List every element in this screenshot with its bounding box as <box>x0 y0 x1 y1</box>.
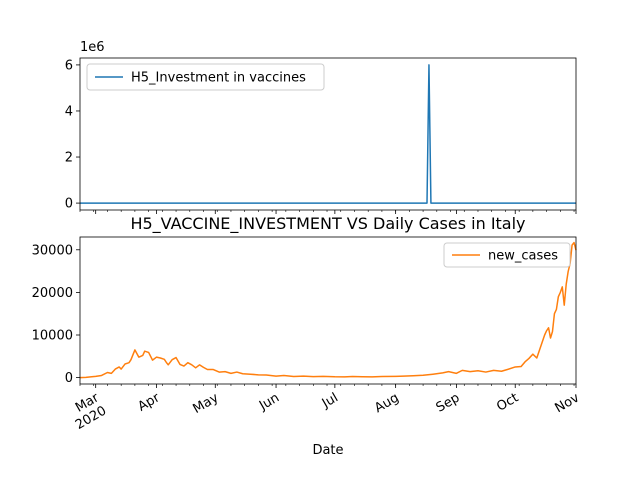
top-series-line-0 <box>80 64 576 204</box>
bottom-x-tick-label: Jul <box>319 390 341 411</box>
bottom-y-tick-label: 0 <box>65 371 73 386</box>
top-subplot-plot-area <box>80 64 576 204</box>
top-y-tick-label: 0 <box>65 197 73 212</box>
bottom-subplot-legend-box <box>443 242 571 268</box>
bottom-y-tick-label: 30000 <box>32 243 73 258</box>
chart-title: H5_VACCINE_INVESTMENT VS Daily Cases in … <box>130 214 525 234</box>
bottom-subplot-plot-area <box>79 241 577 379</box>
bottom-y-tick-label: 10000 <box>32 329 73 344</box>
top-subplot: 0 2 4 6 1e6 H5_Investment in vaccines <box>65 40 577 214</box>
bottom-y-tick-label: 20000 <box>32 286 73 301</box>
top-subplot-y-ticks: 0 2 4 6 <box>65 58 80 212</box>
top-y-tick-label: 2 <box>65 151 73 166</box>
top-y-tick-label: 4 <box>65 104 73 119</box>
bottom-subplot-y-ticks: 0 10000 20000 30000 <box>32 243 80 386</box>
top-subplot-frame <box>79 57 577 211</box>
bottom-series-line-0 <box>79 241 577 379</box>
top-y-tick-label: 6 <box>65 58 73 73</box>
bottom-subplot-legend: new_cases <box>443 242 571 268</box>
top-subplot-legend-label: H5_Investment in vaccines <box>131 71 306 86</box>
top-subplot-legend-box <box>86 63 325 91</box>
bottom-subplot-frame <box>79 236 577 385</box>
top-subplot-y-scale-label: 1e6 <box>80 40 105 55</box>
top-subplot-legend: H5_Investment in vaccines <box>86 63 325 91</box>
x-axis-label: Date <box>312 443 343 458</box>
bottom-subplot-legend-label: new_cases <box>488 249 558 264</box>
